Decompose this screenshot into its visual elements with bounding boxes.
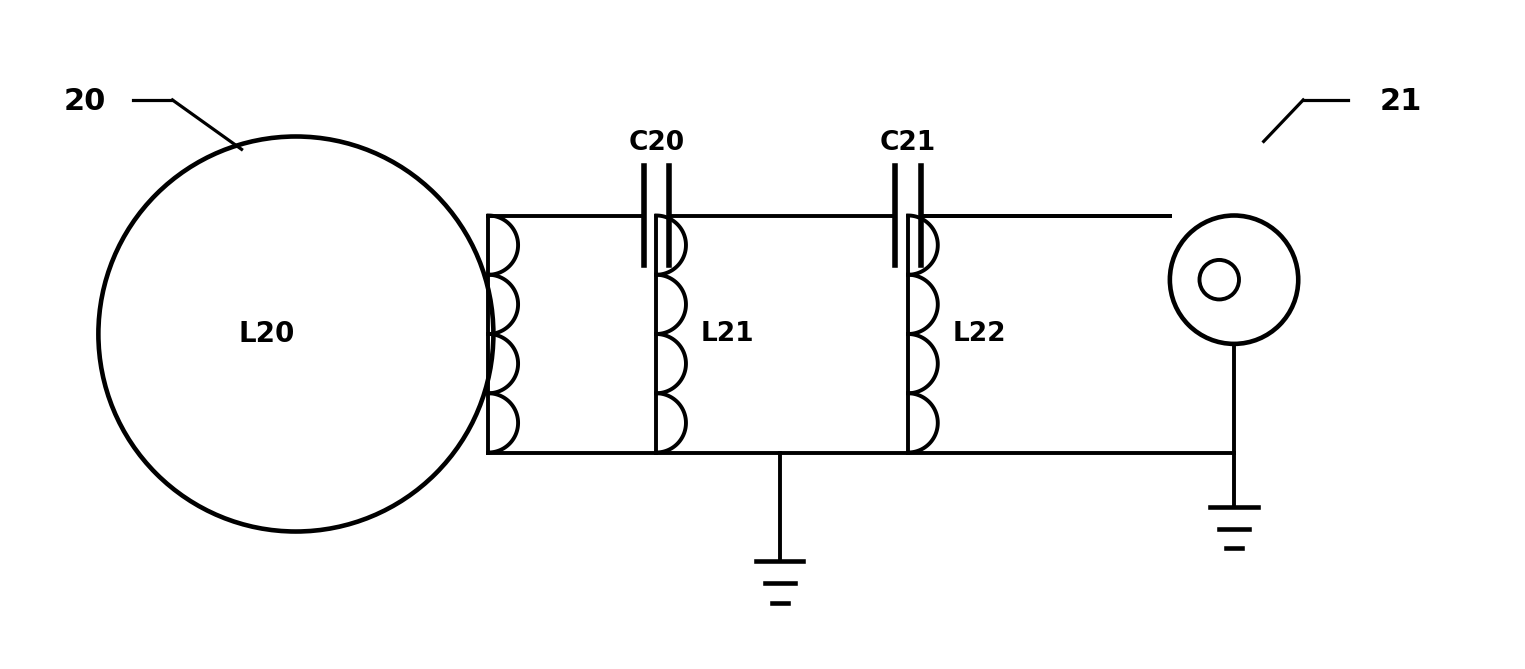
Text: L22: L22 [953,321,1006,347]
Text: C20: C20 [628,130,685,157]
Text: 21: 21 [1379,87,1421,116]
Text: C21: C21 [880,130,936,157]
Text: L21: L21 [702,321,755,347]
Text: 20: 20 [64,87,107,116]
Text: L20: L20 [238,320,294,348]
